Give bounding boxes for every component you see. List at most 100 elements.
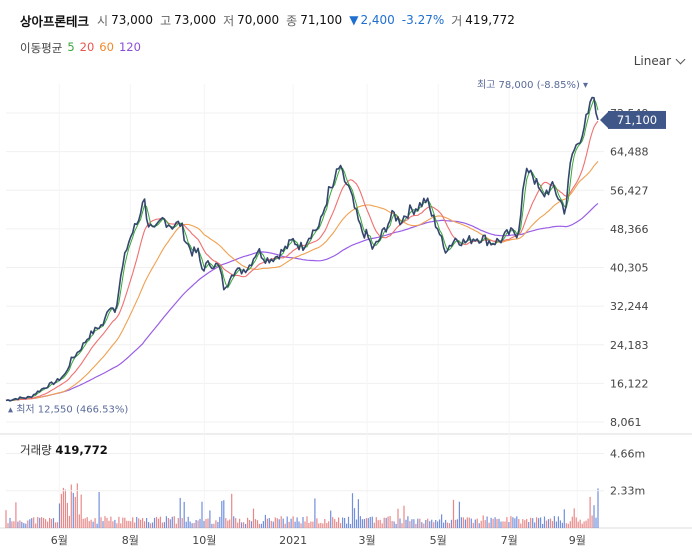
scale-mode-dropdown[interactable]: Linear xyxy=(634,54,686,68)
volume-bar xyxy=(484,520,486,528)
volume-bar xyxy=(171,516,173,528)
volume-bar xyxy=(306,516,308,528)
volume-bar xyxy=(411,519,413,528)
volume-bar xyxy=(163,522,165,528)
x-tick-label: 2021 xyxy=(279,534,307,547)
y-tick-label: 64,488 xyxy=(610,146,649,159)
volume-bar xyxy=(441,514,443,528)
ma5-legend[interactable]: 5 xyxy=(67,40,75,54)
volume-bar xyxy=(104,516,106,528)
volume-bar xyxy=(417,518,419,528)
volume-bar xyxy=(395,523,397,528)
volume-bar xyxy=(286,516,288,528)
volume-bar xyxy=(138,518,140,528)
volume-bar xyxy=(185,521,187,528)
x-tick-label: 8월 xyxy=(122,534,139,547)
volume-bar xyxy=(355,519,358,528)
volume-bar xyxy=(9,517,11,528)
ma60-legend[interactable]: 60 xyxy=(99,40,114,54)
volume-bar xyxy=(264,514,266,528)
volume-bar xyxy=(136,517,138,528)
volume-bar xyxy=(169,519,171,528)
volume-bar xyxy=(359,516,361,528)
volume-bar xyxy=(260,523,262,528)
volume-bar xyxy=(425,520,427,528)
volume-bar xyxy=(108,520,110,528)
volume-bar xyxy=(102,521,104,528)
volume-bar xyxy=(555,521,557,528)
close-label: 종 xyxy=(286,13,298,28)
volume-bar xyxy=(377,520,379,528)
volume-bar xyxy=(64,489,66,528)
volume-bar xyxy=(179,497,181,528)
volume-bar xyxy=(110,516,112,528)
ma120-series-line xyxy=(5,202,599,402)
volume-bar xyxy=(215,520,217,528)
volume-bar xyxy=(363,519,365,528)
volume-bar xyxy=(490,517,492,528)
ma120-legend[interactable]: 120 xyxy=(118,40,141,54)
volume-bar xyxy=(415,523,417,528)
volume-bar xyxy=(201,501,203,528)
volume-bar xyxy=(149,523,152,528)
close-value: 71,100 xyxy=(300,13,343,27)
open-label: 시 xyxy=(97,13,109,28)
volume-bar xyxy=(120,523,122,528)
volume-bar xyxy=(159,516,161,528)
volume-bar xyxy=(385,517,387,528)
volume-bar xyxy=(579,519,581,528)
volume-bar xyxy=(419,518,421,528)
volume-bar xyxy=(33,517,35,528)
ma20-legend[interactable]: 20 xyxy=(79,40,95,54)
volume-bar xyxy=(559,520,561,528)
volume-bar xyxy=(591,515,593,528)
volume-bar xyxy=(248,520,251,528)
x-tick-label: 7월 xyxy=(501,534,518,547)
volume-bar xyxy=(300,523,302,528)
volume-bar xyxy=(423,523,425,528)
volume-bar xyxy=(512,517,514,528)
volume-bar xyxy=(421,522,423,528)
high-annotation: 최고 78,000 (-8.85%) ▾ xyxy=(477,79,588,91)
volume-bar xyxy=(19,520,21,528)
volume-bar xyxy=(84,518,86,528)
volume-bar xyxy=(229,519,231,528)
volume-bar xyxy=(128,520,130,528)
volume-bar xyxy=(389,516,391,528)
volume-bar xyxy=(532,518,534,528)
volume-tick-label: 2.33m xyxy=(610,485,645,498)
price-tag-pointer xyxy=(600,111,608,128)
volume-bar xyxy=(320,522,322,528)
volume-bar xyxy=(155,516,158,528)
volume-bar xyxy=(189,521,191,528)
volume-bar xyxy=(450,519,453,528)
volume-bar xyxy=(227,520,229,528)
volume-bar xyxy=(116,523,118,528)
volume-tick-label: 4.66m xyxy=(610,447,645,460)
volume-bar xyxy=(379,519,381,528)
volume-bar xyxy=(502,521,504,528)
volume-bar xyxy=(124,517,126,528)
volume-bar xyxy=(151,522,154,528)
volume-bar xyxy=(207,518,209,528)
volume-bar xyxy=(94,518,96,528)
volume-bar xyxy=(522,519,524,528)
volume-bar xyxy=(60,493,62,528)
volume-bar xyxy=(338,517,340,528)
volume-bar xyxy=(250,521,253,528)
volume-bar xyxy=(344,518,346,528)
volume-bar xyxy=(219,516,221,528)
volume-bar xyxy=(583,521,585,528)
volume-bar xyxy=(41,517,43,528)
volume-bar xyxy=(528,522,530,528)
volume-bar xyxy=(326,523,328,528)
volume-bar xyxy=(369,517,371,528)
volume-bar xyxy=(266,518,268,528)
volume-bar xyxy=(29,519,31,528)
volume-bar xyxy=(409,521,411,528)
volume-bar xyxy=(351,493,354,528)
volume-bar xyxy=(557,516,559,528)
volume-bar xyxy=(466,517,468,528)
volume-bar xyxy=(90,519,92,528)
